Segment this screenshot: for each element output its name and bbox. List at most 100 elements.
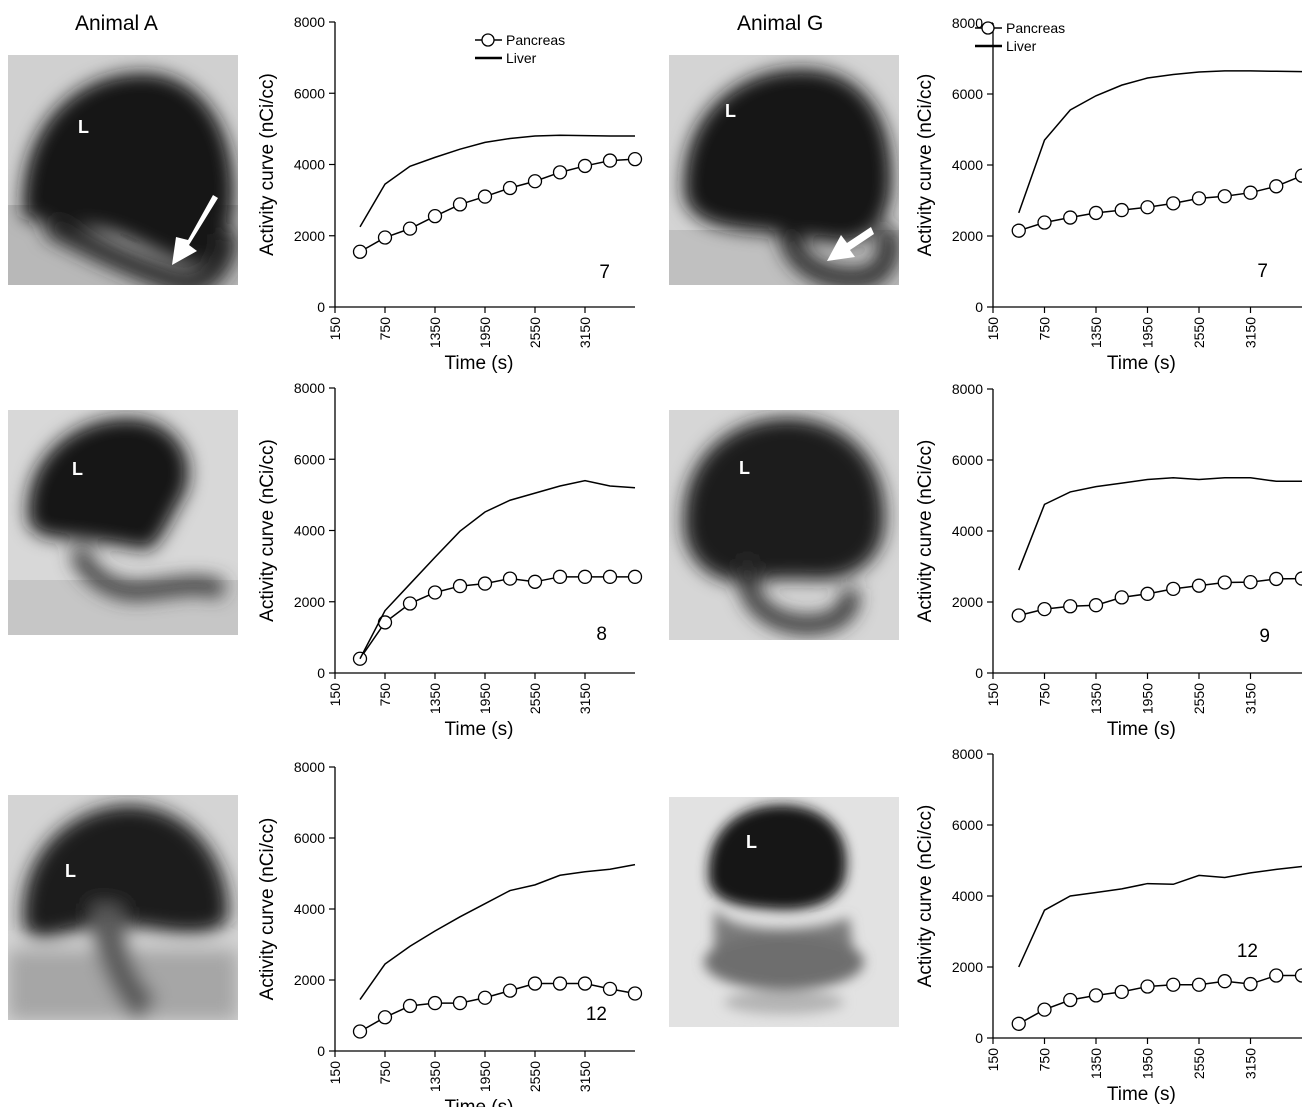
series-line-pancreas <box>1018 974 1302 1025</box>
x-tick-label: 150 <box>985 1048 1001 1072</box>
y-tick-label: 2000 <box>952 228 983 244</box>
arrow-icon <box>172 195 218 265</box>
data-point-pancreas <box>1011 223 1026 238</box>
liver-marker-label: L <box>65 861 76 881</box>
data-point-pancreas <box>502 983 518 998</box>
x-tick-label: 750 <box>1037 1048 1053 1072</box>
scan-image-a-row1: L <box>8 55 238 285</box>
legend-liver-label: Liver <box>1006 38 1037 54</box>
data-point-pancreas <box>527 976 543 991</box>
data-point-pancreas <box>452 578 468 594</box>
x-tick-label: 2550 <box>527 317 543 348</box>
x-tick-label: 150 <box>985 683 1001 707</box>
data-point-pancreas <box>1037 601 1052 617</box>
y-axis-label: Activity curve (nCi/cc) <box>915 74 936 257</box>
data-point-pancreas <box>402 998 418 1014</box>
data-point-pancreas <box>1217 575 1232 590</box>
data-point-pancreas <box>1294 168 1302 183</box>
x-tick-label: 1950 <box>1140 1048 1156 1079</box>
x-tick-label: 1350 <box>427 683 443 714</box>
y-axis-label: Activity curve (nCi/cc) <box>257 73 278 256</box>
x-tick-label: 2550 <box>1191 1048 1207 1079</box>
y-tick-label: 4000 <box>294 901 325 917</box>
series-line-liver <box>1018 476 1302 571</box>
x-tick-label: 3150 <box>1243 1048 1259 1079</box>
x-tick-label: 150 <box>985 317 1001 341</box>
animal-g-title: Animal G <box>737 12 824 35</box>
series-line-pancreas <box>1018 174 1302 232</box>
series-line-liver <box>359 134 635 228</box>
y-tick-label: 0 <box>975 665 983 681</box>
x-axis-label: Time (s) <box>445 1097 514 1107</box>
y-tick-label: 0 <box>317 299 325 315</box>
y-tick-label: 6000 <box>952 817 983 833</box>
y-tick-label: 0 <box>317 665 325 681</box>
panel-number: 7 <box>1257 261 1268 282</box>
panel-number: 8 <box>596 624 607 645</box>
y-axis-label: Activity curve (nCi/cc) <box>257 818 278 1001</box>
liver-marker-label: L <box>72 459 83 479</box>
scan-image-a-row2: L <box>8 410 238 635</box>
data-point-pancreas <box>1269 968 1284 983</box>
x-tick-label: 2550 <box>1191 317 1207 348</box>
y-tick-label: 6000 <box>294 451 325 467</box>
series-line-pancreas <box>359 576 635 660</box>
liver-marker-label: L <box>746 832 757 852</box>
x-tick-label: 1350 <box>427 317 443 348</box>
data-point-pancreas <box>552 165 568 180</box>
data-point-pancreas <box>1166 977 1181 992</box>
x-tick-label: 150 <box>327 683 343 707</box>
panel-number: 12 <box>1237 941 1258 962</box>
x-tick-label: 3150 <box>577 317 593 348</box>
data-point-pancreas <box>1166 196 1181 211</box>
activity-chart-animal-g-row3: 0 2000 4000 6000 8000 150 750 1350 1950 2550 3150 T… <box>915 746 1302 1105</box>
data-point-pancreas <box>1088 205 1104 221</box>
x-tick-label: 2550 <box>1191 683 1207 714</box>
scan-image-g-row2: L <box>669 410 899 640</box>
data-point-pancreas <box>1191 977 1207 992</box>
data-point-pancreas <box>452 995 468 1011</box>
data-point-pancreas <box>502 180 518 196</box>
x-axis-label: Time (s) <box>1107 353 1176 374</box>
data-point-pancreas <box>627 986 643 1001</box>
data-point-pancreas <box>1011 608 1026 623</box>
y-tick-label: 2000 <box>952 959 983 975</box>
x-tick-label: 150 <box>327 1061 343 1085</box>
y-tick-label: 8000 <box>294 759 325 775</box>
data-point-pancreas <box>552 569 568 584</box>
data-point-pancreas <box>377 1010 393 1025</box>
y-tick-label: 8000 <box>952 381 983 397</box>
data-point-pancreas <box>1063 210 1078 225</box>
x-tick-label: 750 <box>377 683 393 707</box>
data-point-pancreas <box>1114 984 1129 1000</box>
x-tick-label: 2550 <box>527 1061 543 1092</box>
x-tick-label: 3150 <box>577 1061 593 1092</box>
data-point-pancreas <box>427 585 443 600</box>
y-tick-label: 4000 <box>294 523 325 539</box>
activity-chart-animal-a-row1: 0 2000 4000 6000 8000 150 750 1350 1950 2550 3150 T… <box>257 14 643 374</box>
x-tick-label: 1950 <box>477 1061 493 1092</box>
panel-number: 12 <box>586 1004 607 1025</box>
x-tick-label: 1350 <box>427 1061 443 1092</box>
data-point-pancreas <box>1243 574 1258 590</box>
x-tick-label: 1350 <box>1088 683 1104 714</box>
data-point-pancreas <box>1037 1002 1052 1017</box>
y-tick-label: 8000 <box>294 14 325 30</box>
data-point-pancreas <box>352 244 368 259</box>
series-line-liver <box>359 863 636 1000</box>
animal-a-title: Animal A <box>75 12 158 35</box>
y-tick-label: 2000 <box>294 972 325 988</box>
data-point-pancreas <box>1269 179 1284 194</box>
data-point-pancreas <box>527 574 543 589</box>
y-tick-label: 2000 <box>294 228 325 244</box>
y-tick-label: 4000 <box>294 157 325 173</box>
data-point-pancreas <box>502 571 518 586</box>
data-point-pancreas <box>577 158 593 174</box>
y-tick-label: 8000 <box>952 15 983 31</box>
liver-marker-label: L <box>739 458 750 478</box>
data-point-pancreas <box>1063 992 1078 1008</box>
data-point-pancreas <box>1243 976 1258 992</box>
scan-image-a-row3: L <box>8 795 238 1020</box>
panel-number: 7 <box>599 262 610 283</box>
data-point-pancreas <box>1191 578 1207 593</box>
